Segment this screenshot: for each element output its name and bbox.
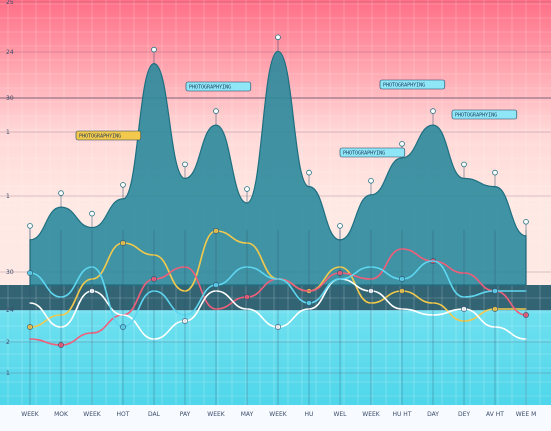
callout-text: PHOTOGRAPHYING — [383, 83, 425, 89]
y-axis-ticks: 25 24 30 1 1 30 24 2 1 — [6, 0, 14, 377]
x-tick-label: WEE M — [516, 411, 537, 418]
series-line — [29, 230, 527, 328]
y-tick-label: 24 — [6, 307, 14, 314]
series-point — [399, 288, 405, 294]
series-point — [368, 288, 374, 294]
series-point — [27, 270, 33, 276]
line-series-group — [27, 228, 529, 348]
series-point — [275, 324, 281, 330]
peak-marker — [244, 186, 250, 192]
series-point — [306, 300, 312, 306]
peak-marker — [337, 223, 343, 229]
x-tick-label: PAY — [180, 411, 191, 418]
y-tick-label: 2 — [6, 339, 10, 346]
y-tick-label: 30 — [6, 269, 14, 276]
callout: PHOTOGRAPHYING — [339, 147, 406, 158]
series-point — [151, 276, 157, 282]
area-series — [27, 34, 529, 286]
x-tick-label: WEEK — [21, 411, 40, 418]
series-point — [399, 276, 405, 282]
series-point — [213, 282, 219, 288]
peak-marker — [399, 141, 405, 147]
peak-marker — [368, 178, 374, 184]
peak-marker — [275, 34, 281, 41]
callout-text: PHOTOGRAPHYING — [79, 134, 121, 140]
series-point — [89, 288, 95, 294]
series-point — [58, 342, 64, 348]
x-tick-label: MAY — [241, 411, 254, 418]
peak-marker — [306, 169, 312, 176]
peak-marker — [182, 161, 188, 168]
peak-marker — [58, 190, 64, 196]
peak-marker — [27, 223, 33, 229]
x-tick-label: DAY — [427, 411, 439, 418]
x-tick-label: AV HT — [486, 411, 504, 418]
callout-group: PHOTOGRAPHYING PHOTOGRAPHYING PHOTOGRAPHYI… — [75, 79, 518, 158]
callout-text: PHOTOGRAPHYING — [343, 151, 385, 157]
callout-box — [75, 130, 142, 141]
y-tick-label: 30 — [6, 95, 14, 102]
area-fill — [29, 50, 527, 286]
series-point — [244, 294, 250, 300]
series-point — [120, 324, 126, 330]
series-point — [27, 324, 33, 330]
y-tick-label: 1 — [6, 129, 10, 136]
peak-marker — [120, 182, 126, 188]
peak-marker — [523, 219, 529, 225]
series-point — [182, 318, 188, 324]
series-point — [213, 228, 219, 234]
x-tick-label: HU — [305, 411, 314, 418]
series-point — [492, 288, 498, 294]
x-tick-label: HU HT — [393, 411, 412, 418]
callout-text: PHOTOGRAPHYING — [455, 113, 497, 119]
y-tick-label: 1 — [6, 193, 10, 200]
callout: PHOTOGRAPHYING — [75, 130, 142, 141]
x-tick-label: WEEK — [362, 411, 381, 418]
callout: PHOTOGRAPHYING — [451, 109, 518, 120]
x-tick-label: MOK — [54, 411, 69, 418]
callout: PHOTOGRAPHYING — [185, 81, 252, 92]
peak-marker — [430, 108, 436, 114]
x-tick-label: DEY — [458, 411, 470, 418]
series-line — [29, 260, 527, 328]
y-tick-label: 1 — [6, 370, 10, 377]
peak-marker — [213, 108, 219, 114]
callout-box — [339, 147, 406, 158]
callout: PHOTOGRAPHYING — [379, 79, 446, 90]
peak-marker — [89, 210, 95, 217]
series-point — [337, 270, 343, 276]
x-tick-label: WEEK — [83, 411, 102, 418]
series-point — [523, 312, 529, 318]
callout-box — [185, 81, 252, 92]
series-point — [461, 306, 467, 312]
series-point — [492, 306, 498, 312]
series-point — [120, 240, 126, 246]
peak-marker — [461, 161, 467, 168]
x-tick-label: WEEK — [207, 411, 226, 418]
x-tick-label: WEEK — [269, 411, 288, 418]
y-tick-label: 25 — [6, 0, 14, 6]
callout-text: PHOTOGRAPHYING — [189, 85, 231, 91]
peak-marker — [151, 46, 157, 53]
x-tick-label: DAL — [148, 411, 161, 418]
plot-background-lower — [0, 310, 551, 405]
x-tick-label: HOT — [117, 411, 130, 418]
callout-box — [379, 79, 446, 90]
callout-box — [451, 109, 518, 120]
peak-marker — [492, 169, 498, 176]
x-tick-label: WEL — [333, 411, 347, 418]
x-axis-strip — [0, 405, 551, 431]
x-axis-ticks: WEEK MOK WEEK HOT DAL PAY WEEK MAY WEEK HU WEL WEEK… — [21, 230, 536, 418]
y-tick-label: 24 — [6, 49, 14, 56]
